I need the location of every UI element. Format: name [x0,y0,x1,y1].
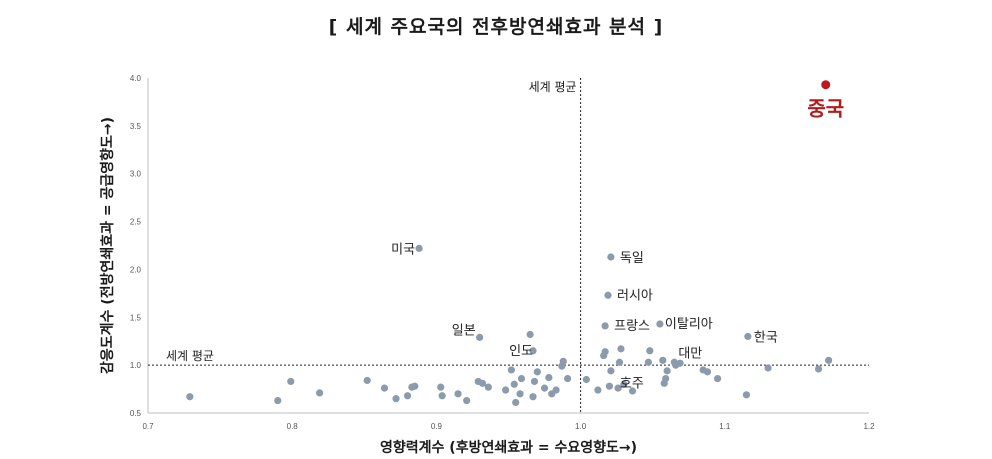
data-point [411,382,419,390]
x-average-label: 세계 평균 [529,80,577,94]
y-tick-label: 2.5 [130,218,142,227]
data-point [615,358,624,366]
data-point [628,387,637,395]
data-point [703,368,712,376]
data-point [484,383,492,391]
data-point [659,356,667,364]
data-point-labeled [607,253,615,261]
data-point [644,358,652,366]
data-point [540,384,549,392]
data-point [530,377,539,386]
data-point [607,367,615,375]
data-point-labeled [744,332,752,341]
data-point [614,384,622,392]
data-point [363,376,371,385]
data-point [274,396,282,405]
axes: 0.7 0.8 0.9 1.0 1.1 1.2 0.5 1.0 1.5 2.0 2.5 3.0 3.5 4… [130,74,875,431]
data-point [742,391,751,399]
data-point [186,393,194,401]
data-point [617,345,625,353]
point-label: 대만 [678,346,702,361]
data-point [582,375,590,384]
data-point [478,379,487,387]
data-point [454,390,462,398]
data-point-labeled [476,333,484,341]
point-label: 러시아 [617,288,653,303]
x-tick-label: 0.7 [142,422,154,431]
point-label: 중국 [807,97,844,121]
data-point [507,366,515,374]
data-point [676,359,684,367]
data-point [516,390,524,398]
data-point-labeled [601,322,609,330]
data-point [517,374,526,383]
data-point [463,396,471,405]
data-point [713,374,722,383]
data-point [600,351,608,360]
data-point [646,347,654,355]
data-point-labeled [529,347,537,355]
point-label: 이탈리아 [665,317,713,332]
data-point [315,389,324,397]
data-point [526,330,534,339]
data-point [287,377,295,386]
data-point [545,373,553,382]
data-point [663,367,671,375]
data-point-labeled [415,244,423,252]
point-label: 독일 [620,251,644,266]
x-tick-label: 1.1 [719,422,731,431]
y-axis-label: 감응도계수 (전방연쇄효과 = 공급영향도→) [99,117,116,374]
point-label: 호주 [620,376,644,391]
point-label: 한국 [754,330,778,345]
data-point [380,384,389,392]
data-point [605,382,614,390]
chart-title: [ 세계 주요국의 전후방연쇄효과 분석 ] [328,16,664,38]
data-point-highlight [821,80,831,90]
x-tick-label: 0.8 [287,422,299,431]
data-point-labeled [620,380,628,388]
data-point [594,386,602,394]
data-point [814,365,823,373]
data-point [510,380,518,388]
data-point [512,398,520,407]
x-axis-label: 영향력계수 (후방연쇄효과 = 수요영향도→) [380,439,637,456]
data-points [186,80,833,407]
y-tick-label: 2.0 [130,265,142,274]
point-label: 프랑스 [614,319,650,334]
x-tick-label: 0.9 [431,422,443,431]
data-point [392,395,400,403]
point-label: 일본 [452,323,476,338]
data-point [403,392,412,400]
y-tick-label: 3.5 [130,122,142,131]
data-point [437,383,445,391]
y-tick-label: 1.0 [130,361,142,370]
data-point [825,356,833,364]
data-point [502,386,510,394]
point-label: 인도 [509,344,533,359]
data-point [662,374,670,383]
y-tick-label: 0.5 [130,409,142,418]
data-point [564,374,572,383]
data-point [529,393,537,401]
y-tick-label: 1.5 [130,313,142,322]
data-point-labeled [670,358,678,366]
x-tick-label: 1.0 [575,422,587,431]
x-tick-label: 1.2 [863,422,875,431]
data-point [764,364,772,372]
point-label: 미국 [391,242,415,257]
data-point [533,368,541,376]
data-point-labeled [604,291,612,299]
y-average-label: 세계 평균 [166,349,214,363]
y-tick-label: 3.0 [130,170,142,179]
data-point-labeled [656,320,664,328]
data-point [552,386,560,394]
data-point [438,392,446,400]
y-tick-label: 4.0 [130,74,142,83]
data-point [559,357,567,365]
